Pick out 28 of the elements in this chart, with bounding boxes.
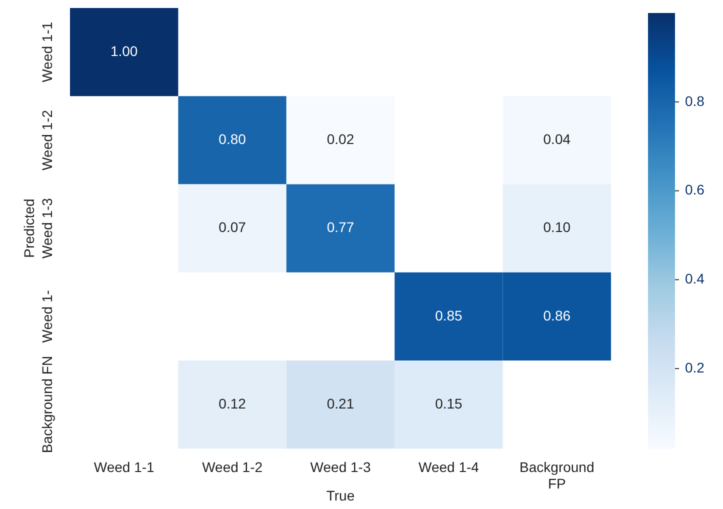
data-label: 0.77 (326, 219, 354, 236)
data-label: 0.85 (435, 307, 463, 324)
y-tick-label: Weed 1-2 (38, 110, 55, 170)
x-tick-label: Weed 1-2 (202, 458, 263, 475)
data-label: 0.80 (218, 131, 246, 148)
x-tick-label: Background FP (520, 458, 594, 492)
data-label: 0.10 (543, 219, 571, 236)
data-label: 0.02 (326, 131, 354, 148)
x-tick-label: Weed 1-4 (418, 458, 480, 475)
data-label: 1.00 (110, 42, 138, 59)
y-tick-label: Weed 1- (38, 290, 55, 343)
y-tick-label: Weed 1-1 (38, 22, 55, 82)
color-bar-label: 0.6 (685, 182, 705, 198)
x-axis-title: True (326, 487, 355, 504)
y-tick-label: Weed 1-3 (38, 198, 55, 259)
data-label: 0.04 (543, 131, 571, 148)
y-tick-label: Background FN (38, 356, 55, 454)
x-tick-label: Weed 1-1 (94, 458, 155, 475)
x-tick-label: Weed 1-3 (310, 458, 371, 475)
data-label: 0.15 (435, 395, 463, 412)
data-label: 0.07 (218, 219, 246, 236)
data-label: 0.21 (326, 395, 354, 412)
data-label: 0.86 (543, 307, 571, 324)
color-bar-label: 0.4 (685, 270, 705, 287)
data-label: 0.12 (218, 395, 246, 412)
color-bar-label: 0.8 (685, 92, 705, 109)
y-axis-title: Predicted (20, 198, 37, 258)
color-bar-label: 0.2 (685, 359, 705, 376)
